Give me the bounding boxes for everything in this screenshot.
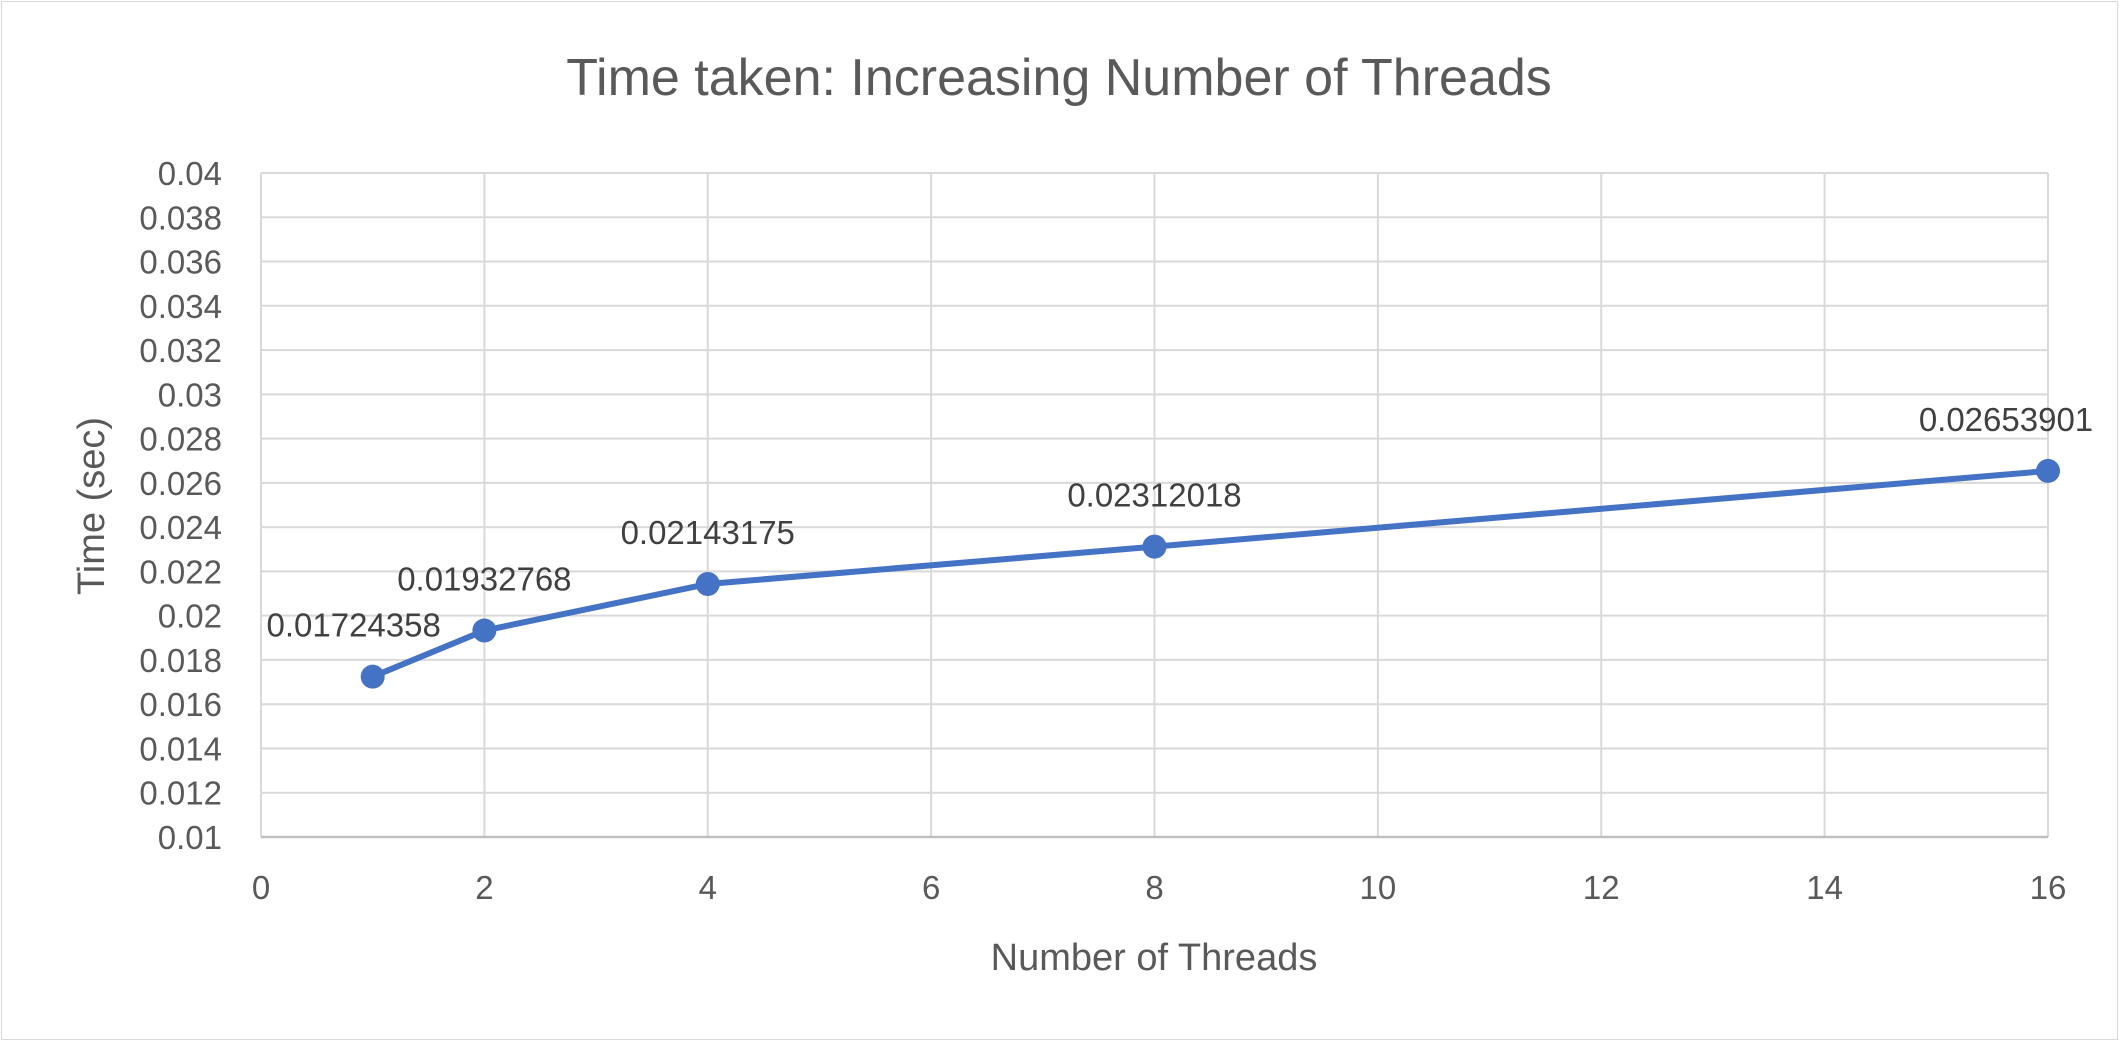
data-label: 0.01932768 bbox=[397, 561, 571, 598]
y-axis-title: Time (sec) bbox=[71, 417, 113, 595]
y-tick-label: 0.038 bbox=[139, 199, 222, 236]
x-tick-label: 0 bbox=[252, 869, 270, 906]
x-tick-label: 14 bbox=[1806, 869, 1843, 906]
y-tick-label: 0.032 bbox=[139, 332, 222, 369]
y-tick-label: 0.026 bbox=[139, 465, 222, 502]
data-point[interactable] bbox=[360, 664, 385, 689]
y-tick-label: 0.04 bbox=[158, 155, 222, 192]
x-tick-label: 2 bbox=[475, 869, 493, 906]
tick-labels: 0.01 0.012 0.014 0.016 0.018 0.02 0.022 0.024 0.… bbox=[139, 155, 2066, 906]
y-tick-label: 0.01 bbox=[158, 819, 222, 856]
x-tick-label: 16 bbox=[2030, 869, 2067, 906]
data-point[interactable] bbox=[2036, 458, 2060, 483]
x-tick-label: 12 bbox=[1583, 869, 1620, 906]
data-point[interactable] bbox=[472, 618, 497, 643]
y-tick-label: 0.024 bbox=[139, 509, 222, 546]
data-label: 0.02653901 bbox=[1919, 401, 2093, 438]
y-tick-label: 0.03 bbox=[158, 376, 222, 413]
data-label: 0.01724358 bbox=[267, 607, 441, 644]
chart-title: Time taken: Increasing Number of Threads bbox=[566, 49, 1552, 107]
y-tick-label: 0.028 bbox=[139, 421, 222, 458]
grid bbox=[260, 172, 2049, 837]
y-tick-label: 0.036 bbox=[139, 244, 222, 281]
x-tick-label: 4 bbox=[699, 869, 717, 906]
y-tick-label: 0.012 bbox=[139, 775, 222, 812]
data-point[interactable] bbox=[695, 571, 720, 596]
y-tick-label: 0.034 bbox=[139, 288, 222, 325]
y-tick-label: 0.018 bbox=[139, 642, 222, 679]
data-labels: 0.01724358 0.01932768 0.02143175 0.02312018… bbox=[267, 401, 2094, 644]
x-axis-title: Number of Threads bbox=[991, 937, 1318, 979]
data-label: 0.02143175 bbox=[621, 514, 795, 551]
x-tick-label: 6 bbox=[922, 869, 940, 906]
x-tick-label: 8 bbox=[1145, 869, 1163, 906]
x-tick-label: 10 bbox=[1360, 869, 1397, 906]
y-tick-label: 0.014 bbox=[139, 730, 222, 767]
data-point[interactable] bbox=[1142, 534, 1167, 559]
data-label: 0.02312018 bbox=[1067, 477, 1241, 514]
y-tick-label: 0.022 bbox=[139, 553, 222, 590]
y-tick-label: 0.016 bbox=[139, 686, 222, 723]
series bbox=[360, 458, 2060, 689]
y-tick-label: 0.02 bbox=[158, 598, 222, 635]
